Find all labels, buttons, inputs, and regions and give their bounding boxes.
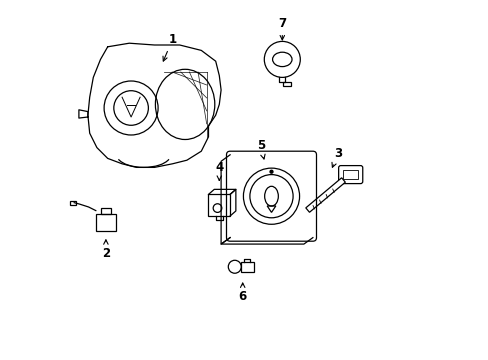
Text: 5: 5 bbox=[256, 139, 264, 159]
Text: 2: 2 bbox=[102, 240, 110, 260]
Text: 7: 7 bbox=[278, 17, 286, 40]
Polygon shape bbox=[305, 178, 345, 212]
Text: 1: 1 bbox=[163, 33, 176, 61]
Text: 4: 4 bbox=[215, 161, 223, 180]
Text: 6: 6 bbox=[238, 283, 246, 303]
Circle shape bbox=[269, 170, 272, 173]
Text: 3: 3 bbox=[331, 147, 342, 167]
